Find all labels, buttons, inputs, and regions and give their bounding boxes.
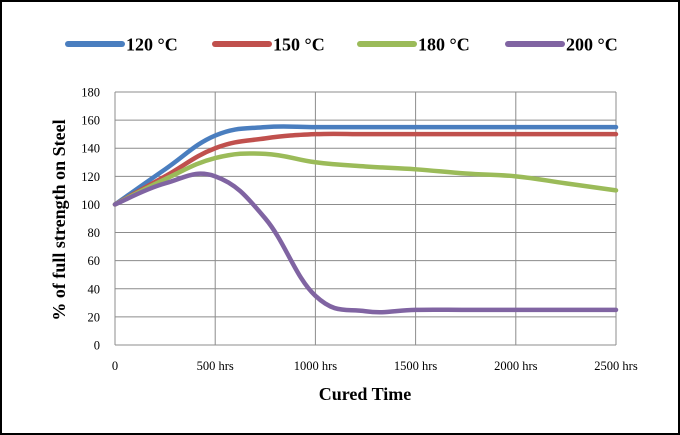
y-tick-label: 100 [81, 198, 100, 212]
gridlines [115, 91, 617, 345]
y-tick-label: 140 [81, 142, 100, 156]
y-tick-label: 80 [88, 226, 101, 240]
x-axis-title: Cured Time [319, 384, 412, 404]
y-tick-label: 20 [88, 310, 101, 324]
y-tick-label: 120 [81, 170, 100, 184]
series-line-150c [112, 131, 619, 207]
legend-label: 150 °C [273, 35, 325, 55]
y-tick-label: 40 [88, 282, 101, 296]
legend: 120 °C 150 °C 180 °C 200 °C [65, 35, 618, 55]
legend-label: 180 °C [418, 35, 470, 55]
x-tick-label: 1500 hrs [394, 359, 438, 373]
y-tick-labels: 0 20 40 60 80 100 120 140 160 180 [81, 86, 100, 353]
y-axis-title: % of full strength on Steel [49, 119, 69, 320]
y-tick-label: 160 [81, 114, 100, 128]
x-tick-labels: 0 500 hrs 1000 hrs 1500 hrs 2000 hrs 2500 hrs [112, 359, 638, 373]
y-tick-label: 180 [81, 86, 100, 100]
series-line-200c [112, 171, 619, 315]
axes [114, 92, 616, 346]
x-tick-label: 0 [112, 359, 118, 373]
legend-label: 120 °C [126, 35, 178, 55]
series-line-180c [112, 151, 619, 207]
y-tick-label: 60 [88, 254, 101, 268]
x-tick-label: 2000 hrs [494, 359, 538, 373]
legend-label: 200 °C [566, 35, 618, 55]
series-lines [112, 124, 619, 315]
x-tick-label: 1000 hrs [294, 359, 338, 373]
x-tick-label: 500 hrs [197, 359, 234, 373]
x-tick-label: 2500 hrs [594, 359, 638, 373]
y-tick-label: 0 [94, 339, 100, 353]
series-line-120c [112, 124, 619, 207]
